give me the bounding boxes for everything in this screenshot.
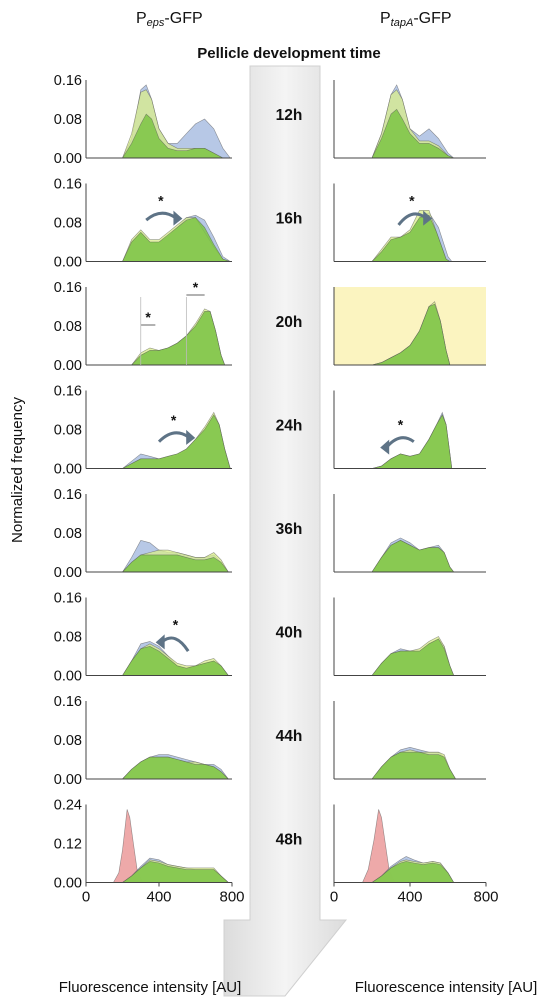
x-tick-label: 800 [219,889,244,906]
y-tick-label: 0.00 [54,358,82,374]
y-tick-label: 0.16 [54,73,82,89]
significance-star: * [409,193,415,209]
y-tick-label: 0.08 [54,216,82,232]
histogram-panel-PtapA-GFP-20h [333,287,486,366]
y-tick-label: 0.16 [54,280,82,296]
x-tick-label: 400 [397,889,422,906]
significance-star: * [193,279,199,295]
y-tick-label: 0.08 [54,319,82,335]
y-tick-label: 0.00 [54,565,82,581]
y-tick-label: 0.16 [54,177,82,193]
time-label-36h: 36h [276,521,303,538]
shift-arrow [161,636,190,652]
y-tick-label: 0.16 [54,384,82,400]
time-label-20h: 20h [276,314,303,331]
y-tick-label: 0.00 [54,669,82,685]
shift-arrow-head [173,210,183,226]
distribution-green [371,861,455,883]
histogram-panel-PtapA-GFP-48h: 0 400 800 [330,804,499,906]
shift-arrow [145,211,177,222]
y-tick-label: 0.16 [54,694,82,710]
shift-arrow-head [186,429,196,445]
y-tick-label: 0.12 [54,837,82,853]
histogram-panel-PtapA-GFP-44h [333,701,486,780]
shift-arrow-head [155,634,165,650]
time-label-12h: 12h [276,107,303,124]
distribution-green [371,414,453,469]
significance-star: * [398,417,404,433]
time-label-16h: 16h [276,211,303,228]
time-label-48h: 48h [276,832,303,849]
distribution-green [371,638,455,676]
left-column-title: Peps-GFP [136,10,203,29]
distribution-green [122,414,231,469]
y-tick-label: 0.08 [54,733,82,749]
y-tick-label: 0.00 [54,151,82,167]
right-column-title: PtapA-GFP [380,10,452,29]
distribution-green [121,756,230,780]
distribution-green [122,217,231,262]
y-tick-label: 0.00 [54,876,82,892]
shift-arrow [386,436,415,448]
distribution-green [371,303,451,366]
distribution-green [121,113,231,159]
y-tick-label: 0.08 [54,630,82,646]
y-tick-label: 0.00 [54,772,82,788]
x-tick-label: 400 [146,889,171,906]
y-tick-label: 0.16 [54,591,82,607]
distribution-green [121,554,229,573]
histogram-panel-Peps-GFP-24h: 0.16 0.08 0.00 * [54,384,232,478]
y-tick-label: 0.08 [54,526,82,542]
distribution-green [371,751,457,780]
histogram-panel-PtapA-GFP-36h [333,494,486,573]
histogram-panel-PtapA-GFP-12h [333,80,486,159]
center-title: Pellicle development time [197,45,380,62]
y-tick-label: 0.24 [54,798,82,814]
shift-arrow [397,212,427,226]
distribution-green [121,645,229,676]
histogram-panel-Peps-GFP-16h: 0.16 0.08 0.00 * [54,177,232,271]
significance-star: * [158,193,164,209]
x-axis-label-left: Fluorescence intensity [AU] [59,979,242,996]
shift-arrow-head [423,210,433,226]
significance-star: * [145,309,151,325]
distribution-green [371,539,455,573]
significance-star: * [173,616,179,632]
histogram-panel-Peps-GFP-48h: 0.24 0.12 0.000 400 800 [54,798,245,906]
y-tick-label: 0.00 [54,255,82,271]
y-axis-label: Normalized frequency [9,397,26,543]
histogram-panel-Peps-GFP-20h: 0.16 0.08 0.00 [54,280,232,374]
histogram-panel-PtapA-GFP-24h: * [333,390,486,469]
y-tick-label: 0.08 [54,112,82,128]
distribution-green [130,311,226,366]
histogram-panel-Peps-GFP-12h: 0.16 0.08 0.00 [54,73,232,167]
x-tick-label: 800 [473,889,498,906]
x-axis-label-right: Fluorescence intensity [AU] [355,979,538,996]
significance-star: * [171,412,177,428]
histogram-panel-PtapA-GFP-40h [333,597,486,676]
histogram-panel-Peps-GFP-40h: 0.16 0.08 0.00 * [54,591,232,685]
histogram-panel-Peps-GFP-36h: 0.16 0.08 0.00 [54,487,232,581]
center-time-arrow [223,65,348,997]
histogram-panel-PtapA-GFP-16h: * [333,183,486,262]
histogram-panel-Peps-GFP-44h: 0.16 0.08 0.00 [54,694,232,788]
shift-arrow [157,431,190,443]
distribution-green [371,214,451,262]
time-label-40h: 40h [276,625,303,642]
x-tick-label: 0 [82,889,90,906]
x-tick-label: 0 [330,889,338,906]
distribution-green [121,861,230,883]
shift-arrow-head [380,439,390,455]
y-tick-label: 0.00 [54,462,82,478]
time-label-24h: 24h [276,418,303,435]
y-tick-label: 0.16 [54,487,82,503]
time-label-44h: 44h [276,728,303,745]
y-tick-label: 0.08 [54,423,82,439]
distribution-green [371,108,454,159]
